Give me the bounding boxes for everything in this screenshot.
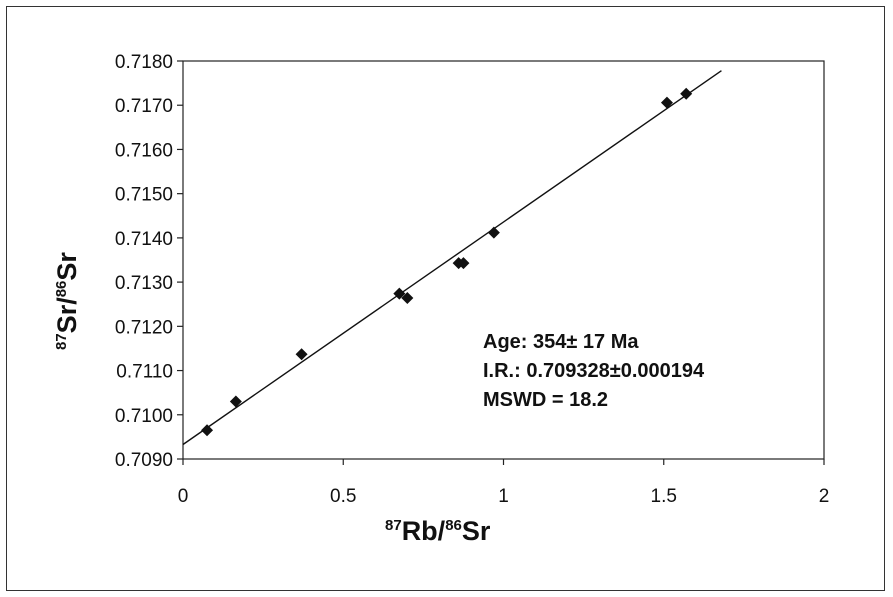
annotation-initial-ratio: I.R.: 0.709328±0.000194 [483, 360, 705, 382]
data-points [201, 87, 693, 437]
y-tick-label: 0.7120 [115, 317, 173, 338]
x-label-base2: Sr [462, 516, 491, 546]
x-tick-label: 0.5 [330, 486, 356, 507]
x-axis: 0 0.5 1 1.5 2 [178, 459, 830, 507]
data-point [393, 287, 406, 300]
data-point [457, 257, 470, 270]
x-tick-label: 2 [819, 486, 830, 507]
data-point [680, 87, 693, 100]
y-tick-label: 0.7170 [115, 96, 173, 117]
y-axis: 0.7090 0.7100 0.7110 0.7120 0.7130 0.7140 0.71… [115, 52, 183, 471]
x-tick-label: 1.5 [651, 486, 677, 507]
data-point [401, 292, 414, 305]
chart-frame [6, 6, 885, 591]
y-label-base2: Sr [52, 252, 82, 281]
data-point [295, 348, 308, 361]
y-tick-label: 0.7150 [115, 185, 173, 206]
y-axis-title: 87Sr/86Sr [52, 252, 82, 350]
y-tick-label: 0.7140 [115, 229, 173, 250]
regression-line [182, 70, 722, 446]
y-tick-label: 0.7090 [115, 450, 173, 471]
x-axis-title: 87Rb/86Sr [385, 516, 491, 546]
x-label-base1: Rb/ [402, 516, 446, 546]
data-point [201, 424, 214, 437]
y-tick-label: 0.7110 [116, 362, 173, 383]
x-tick-label: 0 [178, 486, 189, 507]
y-label-base1: Sr/ [52, 297, 82, 334]
y-tick-label: 0.7180 [115, 52, 173, 73]
data-point [660, 96, 673, 109]
x-label-sup2: 86 [445, 517, 462, 534]
data-point [487, 226, 500, 239]
y-label-sup2: 86 [53, 281, 70, 298]
y-tick-label: 0.7130 [115, 273, 173, 294]
y-tick-label: 0.7100 [115, 406, 173, 427]
x-tick-label: 1 [498, 486, 509, 507]
x-label-sup1: 87 [385, 517, 402, 534]
data-point [229, 395, 242, 408]
annotation-mswd: MSWD = 18.2 [483, 389, 608, 411]
y-label-sup1: 87 [53, 333, 70, 350]
y-tick-label: 0.7160 [115, 140, 173, 161]
annotation-age: Age: 354± 17 Ma [483, 331, 639, 353]
